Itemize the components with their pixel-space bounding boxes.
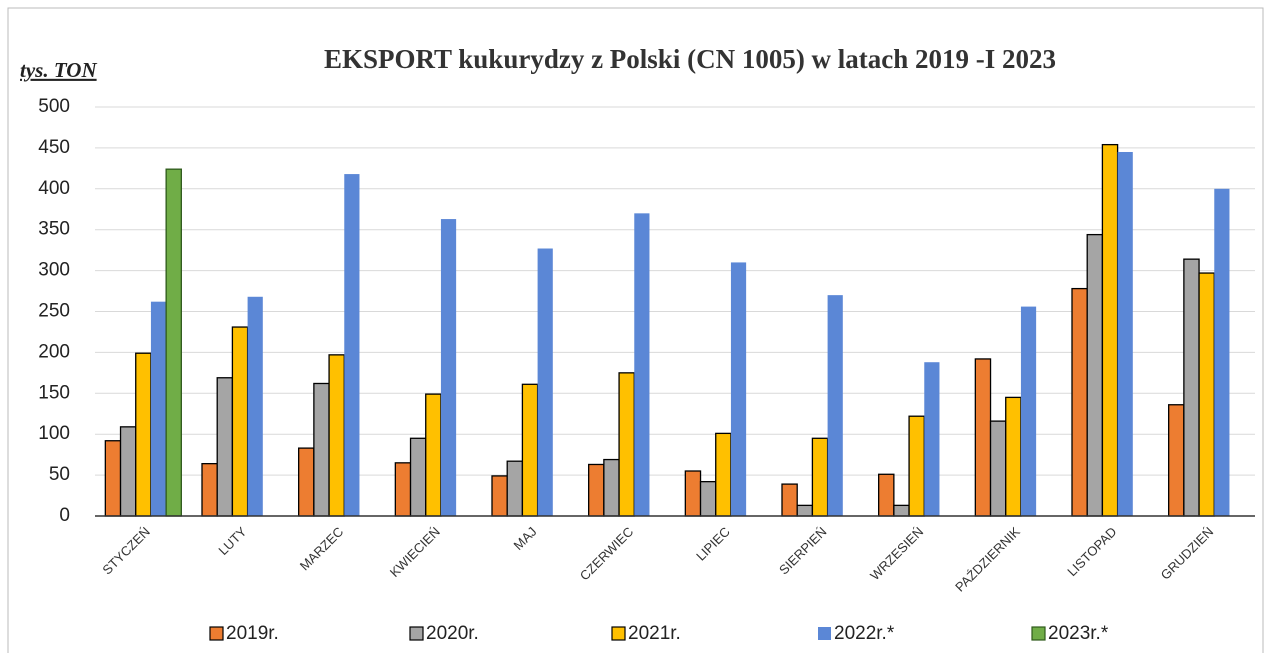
bar — [425, 393, 442, 517]
bar — [796, 504, 814, 517]
x-tick-label: PAŹDZIERNIK — [952, 524, 1023, 595]
bar — [811, 437, 829, 517]
x-tick-label: KWIECIEŃ — [387, 524, 443, 580]
y-tick-label: 200 — [38, 341, 70, 362]
y-axis-label: tys. TON — [20, 58, 97, 82]
bar — [827, 295, 843, 516]
bar — [440, 219, 457, 517]
legend-swatch — [1031, 626, 1046, 641]
x-tick-label: LUTY — [215, 524, 249, 558]
legend-label: 2020r. — [426, 623, 479, 644]
x-tick-label: CZERWIEC — [577, 524, 636, 583]
x-tick-label: MARZEC — [297, 524, 346, 573]
bar — [216, 377, 234, 517]
bar — [974, 358, 992, 517]
bar — [1020, 306, 1037, 516]
bar — [201, 462, 218, 517]
bar — [878, 473, 895, 517]
bar — [394, 462, 412, 517]
bar — [634, 213, 650, 516]
bar — [1005, 396, 1022, 517]
bar — [1101, 143, 1119, 517]
y-tick-label: 300 — [38, 260, 70, 281]
bar — [119, 426, 137, 517]
bar — [165, 168, 182, 517]
y-tick-label: 450 — [38, 137, 70, 158]
x-tick-label: LISTOPAD — [1064, 524, 1119, 579]
legend-label: 2019r. — [226, 623, 279, 644]
x-tick-label: SIERPIEŃ — [776, 524, 830, 578]
bar — [908, 415, 925, 517]
y-tick-label: 50 — [49, 464, 70, 485]
bar — [1198, 272, 1215, 517]
bar — [1168, 404, 1185, 517]
bar — [298, 447, 315, 517]
y-tick-label: 350 — [38, 219, 70, 240]
legend-label: 2023r.* — [1048, 623, 1109, 644]
x-tick-label: LIPIEC — [693, 524, 733, 564]
bar — [409, 437, 427, 517]
bar — [521, 383, 539, 517]
bar — [1071, 287, 1088, 517]
y-tick-label: 0 — [59, 505, 70, 526]
bar — [1214, 188, 1230, 517]
bar — [135, 352, 152, 517]
bar — [715, 432, 732, 517]
bar — [989, 420, 1007, 517]
bar — [247, 296, 263, 516]
bar — [618, 372, 635, 517]
x-tick-label: MAJ — [511, 524, 540, 553]
y-tick-label: 100 — [38, 423, 70, 444]
bar — [328, 354, 345, 517]
bar — [1086, 233, 1104, 517]
bar — [603, 458, 620, 517]
y-tick-label: 500 — [38, 96, 70, 117]
chart-title: EKSPORT kukurydzy z Polski (CN 1005) w l… — [324, 44, 1056, 74]
bar — [344, 174, 360, 517]
bar — [104, 440, 122, 517]
bar — [1183, 258, 1200, 517]
bar — [699, 480, 717, 517]
bar — [924, 362, 940, 516]
y-tick-label: 250 — [38, 301, 70, 322]
legend-swatch — [409, 626, 424, 641]
bar — [893, 504, 910, 517]
x-tick-label: GRUDZIEŃ — [1158, 524, 1217, 583]
x-tick-label: WRZESIEŃ — [867, 524, 926, 583]
bar — [684, 470, 702, 517]
bar — [537, 248, 553, 516]
bar — [491, 475, 508, 517]
bar — [506, 460, 524, 517]
bar — [1117, 151, 1133, 517]
legend-label: 2021r. — [628, 623, 681, 644]
y-tick-label: 150 — [38, 382, 70, 403]
x-tick-label: STYCZEŃ — [99, 524, 153, 578]
bar — [231, 326, 249, 517]
bar — [313, 382, 330, 517]
legend-swatch — [611, 626, 626, 641]
bar — [588, 463, 605, 517]
legend-swatch — [209, 626, 224, 641]
bar — [730, 262, 747, 516]
bar — [781, 483, 798, 517]
chart-border — [7, 7, 1264, 658]
bar — [150, 301, 167, 516]
y-tick-label: 400 — [38, 178, 70, 199]
legend-swatch — [818, 627, 831, 640]
legend-label: 2022r.* — [834, 623, 895, 644]
